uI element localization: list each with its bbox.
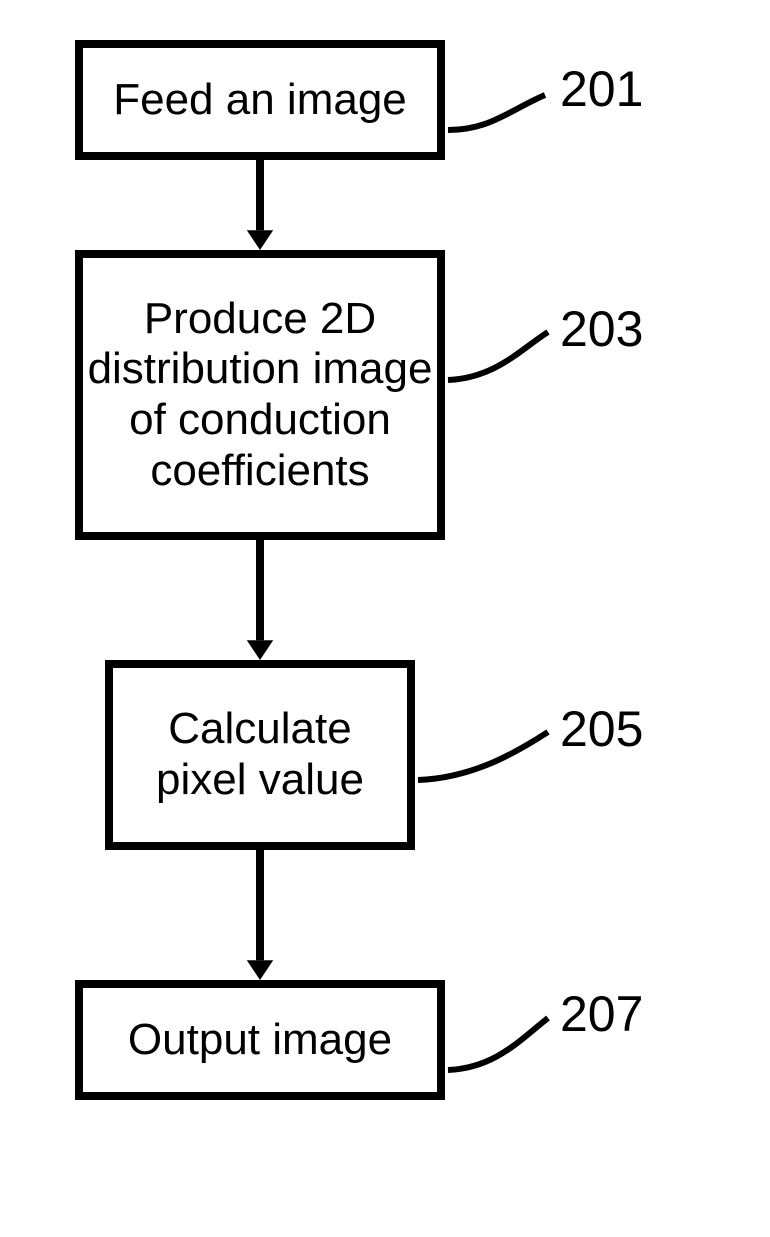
flow-node-text: Feed an image [113, 75, 407, 126]
callout-label-203: 203 [560, 300, 643, 358]
flow-node-text: Output image [128, 1015, 392, 1066]
callout-label-201: 201 [560, 60, 643, 118]
callout-label-207: 207 [560, 985, 643, 1043]
flow-node-text: Calculatepixel value [156, 704, 364, 805]
flow-node-text: Produce 2Ddistribution imageof conductio… [88, 294, 433, 496]
callout-label-205: 205 [560, 700, 643, 758]
flow-node-feed-image: Feed an image [75, 40, 445, 160]
flow-node-output-image: Output image [75, 980, 445, 1100]
flow-node-produce-2d: Produce 2Ddistribution imageof conductio… [75, 250, 445, 540]
flowchart-canvas: Feed an image Produce 2Ddistribution ima… [0, 0, 770, 1237]
flow-node-calculate-pixel: Calculatepixel value [105, 660, 415, 850]
